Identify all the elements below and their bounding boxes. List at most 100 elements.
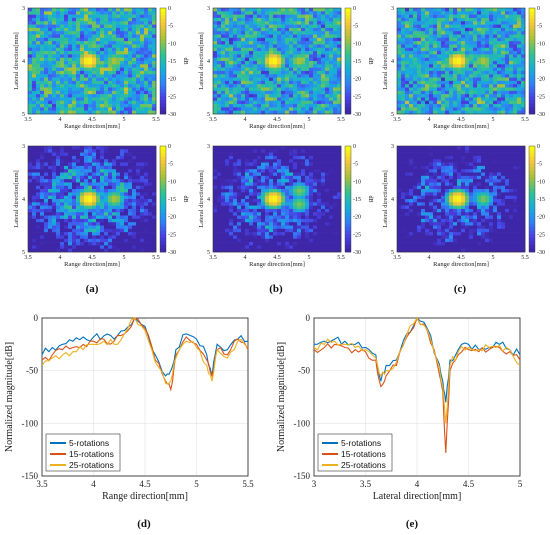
heatmap-cell [485,11,490,15]
heatmap-cell [213,169,218,173]
heatmap-cell [457,51,462,55]
heatmap-cell [321,31,326,35]
heatmap-cell [124,149,129,153]
heatmap-cell [44,172,49,177]
heatmap-cell [68,47,73,52]
heatmap-cell [124,41,129,45]
heatmap-cell [285,51,290,55]
heatmap-cell [116,80,121,85]
heatmap-cell [425,47,430,52]
heatmap-cell [120,57,125,62]
heatmap-cell [44,110,49,115]
colorbar-segment [160,188,166,193]
heatmap-cell [449,17,454,22]
heatmap-cell [140,169,145,173]
heatmap-cell [489,54,494,58]
heatmap-cell [477,61,482,65]
colorbar-segment [160,220,166,225]
heatmap-cell [80,205,85,210]
heatmap-cell [329,169,334,173]
heatmap-cell [297,175,302,180]
heatmap-cell [313,165,318,170]
heatmap-cell [269,64,274,68]
heatmap-cell [116,104,121,108]
heatmap-cell [28,94,33,98]
colorbar-tick-label: -20 [537,77,545,83]
heatmap-cell [112,218,117,223]
heatmap-cell [297,11,302,15]
heatmap-cell [333,64,338,68]
heatmap-cell [397,14,402,19]
heatmap-cell [48,80,53,85]
heatmap-cell [48,208,53,213]
heatmap-cell [313,90,318,95]
heatmap-cell [92,107,97,111]
heatmap-cell [489,31,494,35]
heatmap-cell [245,179,250,183]
colorbar-frame [159,145,167,253]
heatmap-cell [112,104,117,108]
heatmap-cell [92,17,97,22]
heatmap-cell [401,97,406,102]
heatmap-cell [509,100,514,105]
heatmap-cell [132,179,137,183]
heatmap-cell [213,162,218,167]
colorbar-segment [529,15,535,19]
heatmap-cell [124,31,129,35]
heatmap-cell [52,24,57,29]
heatmap-cell [152,155,157,160]
heatmap-cell [417,74,422,78]
heatmap-cell [305,175,310,180]
heatmap-cell [265,11,270,15]
colorbar-tick-label: -5 [168,24,173,30]
heatmap-cell [76,228,81,233]
heatmap-cell [317,80,322,85]
heatmap-cell [56,218,61,223]
heatmap-cell [261,87,266,92]
heatmap-cell [329,205,334,210]
colorbar-segment [160,170,166,175]
heatmap-cell [305,185,310,190]
heatmap-cell [64,162,69,167]
heatmap-cell [68,159,73,163]
heatmap-cell [333,17,338,22]
heatmap-cell [92,31,97,35]
heatmap-cell [413,77,418,82]
heatmap-cell [80,179,85,183]
heatmap-cell [88,74,93,78]
heatmap-cell [221,24,226,29]
heatmap-cell [325,61,330,65]
heatmap-cell [245,182,250,187]
heatmap-cell [64,41,69,45]
heatmap-cell [116,97,121,102]
heatmap-cell [36,31,41,35]
heatmap-cell [124,172,129,177]
heatmap-cell [325,94,330,98]
heatmap-cell [405,84,410,88]
heatmap-cell [217,175,222,180]
heatmap-cell [297,155,302,160]
heatmap-cell [108,162,113,167]
heatmap-cell [124,104,129,108]
heatmap-cell [305,44,310,49]
colorbar-segment [160,234,166,239]
heatmap-cell [253,182,258,187]
heatmap-cell [116,77,121,82]
heatmap-cell [36,97,41,102]
heatmap-cell [441,41,446,45]
heatmap-cell [32,228,37,233]
heatmap-cell [128,110,133,115]
heatmap-cell [221,17,226,22]
heatmap-cell [401,100,406,105]
heatmap-cell [309,162,314,167]
heatmap-cell [409,31,414,35]
heatmap-cell [36,70,41,75]
heatmap-cell [76,94,81,98]
heatmap-cell [120,199,125,203]
colorbar-segment [345,22,351,27]
heatmap-cell [273,182,278,187]
heatmap-cell [68,67,73,72]
heatmap-cell [72,70,77,75]
heatmap-cell [76,47,81,52]
heatmap-cell [293,64,298,68]
